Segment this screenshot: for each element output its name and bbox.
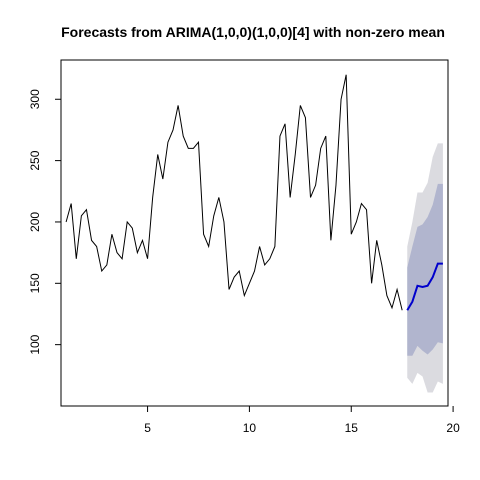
x-tick-label: 20 — [446, 421, 460, 435]
forecast-80-interval-band — [407, 183, 443, 356]
y-tick-label: 300 — [28, 89, 42, 109]
plot-box — [60, 59, 449, 407]
observed-series-line — [65, 74, 403, 311]
forecast-mean-line — [406, 262, 443, 311]
y-tick-label: 100 — [28, 334, 42, 354]
y-tick-label: 150 — [28, 273, 42, 293]
y-tick-label: 200 — [28, 212, 42, 232]
y-tick-label: 250 — [28, 150, 42, 170]
x-tick-label: 10 — [243, 421, 257, 435]
chart-title: Forecasts from ARIMA(1,0,0)(1,0,0)[4] wi… — [61, 24, 445, 40]
x-tick-label: 5 — [144, 421, 151, 435]
x-tick-label: 15 — [345, 421, 359, 435]
